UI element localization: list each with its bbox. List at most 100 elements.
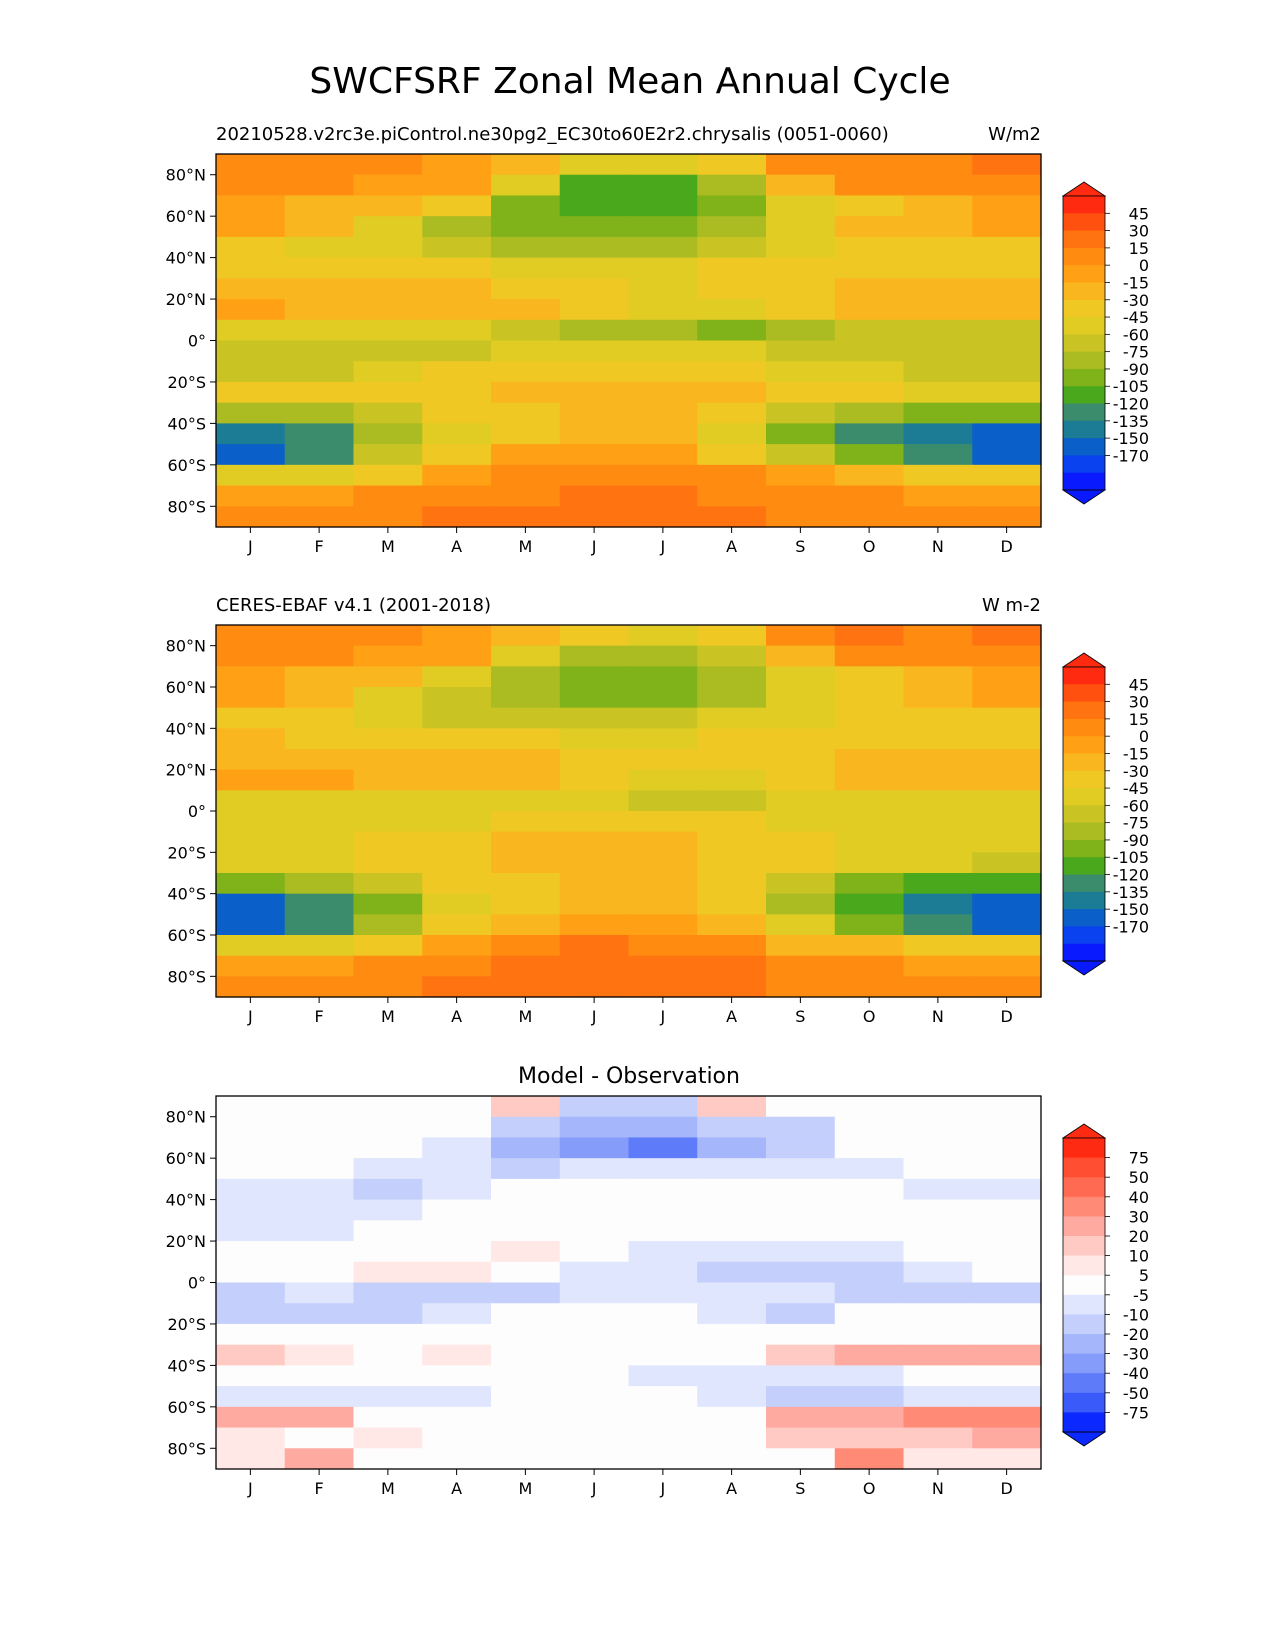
model-heatmap-cell [216, 485, 286, 507]
obs-y-tick-label: 40°S [167, 885, 206, 904]
obs-heatmap-cell [903, 976, 973, 998]
model-heatmap-cell [628, 340, 698, 362]
model-heatmap-cell [353, 402, 423, 424]
model-heatmap-cell [559, 340, 630, 362]
diff-heatmap-cell [559, 1220, 630, 1242]
model-heatmap-cell [697, 361, 767, 383]
model-heatmap-cell [353, 361, 423, 383]
diff-heatmap-cell [697, 1178, 767, 1201]
diff-x-tick-label: N [932, 1479, 944, 1498]
model-heatmap-cell [834, 423, 905, 445]
diff-colorbar-label: 10 [1129, 1247, 1149, 1266]
diff-heatmap-cell [491, 1116, 561, 1139]
model-heatmap-cell [422, 402, 492, 424]
model-heatmap-cell [559, 174, 630, 197]
diff-heatmap-cell [834, 1323, 905, 1346]
diff-colorbar-swatch [1063, 1314, 1105, 1335]
diff-heatmap-cell [559, 1406, 630, 1429]
model-x-tick-label: J [660, 537, 666, 556]
diff-y-tick-label: 20°N [166, 1232, 206, 1251]
model-heatmap-cell [284, 174, 355, 197]
obs-y-tick-label: 80°S [167, 967, 206, 986]
diff-heatmap-cell [284, 1199, 355, 1221]
diff-heatmap-cell [697, 1386, 767, 1408]
model-heatmap-cell [697, 340, 767, 362]
obs-heatmap-cell [972, 687, 1042, 709]
obs-heatmap-cell [834, 707, 905, 729]
obs-colorbar-label: -15 [1123, 744, 1149, 763]
obs-heatmap-cell [422, 955, 492, 977]
model-heatmap-cell [766, 174, 836, 197]
diff-heatmap-cell [216, 1116, 286, 1139]
obs-heatmap-cell [559, 749, 630, 771]
model-heatmap-cell [216, 154, 286, 176]
diff-heatmap-cell [559, 1241, 630, 1263]
obs-heatmap-cell [284, 914, 355, 936]
model-heatmap-cell [697, 195, 767, 217]
diff-heatmap-cell [903, 1303, 973, 1325]
model-heatmap-cell [834, 464, 905, 487]
obs-heatmap-cell [834, 769, 905, 791]
diff-heatmap-cell [697, 1323, 767, 1346]
obs-colorbar-label: -90 [1123, 831, 1149, 850]
diff-heatmap-cell [697, 1406, 767, 1429]
model-heatmap-cell [284, 506, 355, 528]
obs-heatmap-cell [216, 893, 286, 915]
obs-heatmap-cell [972, 935, 1042, 957]
model-heatmap-cell [353, 506, 423, 528]
diff-heatmap-cell [766, 1448, 836, 1470]
diff-colorbar-swatch [1063, 1392, 1105, 1413]
model-heatmap-cell [284, 216, 355, 238]
diff-heatmap-cell [834, 1282, 905, 1304]
model-heatmap-cell [628, 423, 698, 445]
obs-heatmap-cell [422, 976, 492, 998]
model-heatmap-cell [903, 402, 973, 424]
model-heatmap-cell [766, 278, 836, 300]
obs-heatmap-cell [697, 935, 767, 957]
model-heatmap-cell [284, 464, 355, 487]
diff-heatmap-cell [628, 1386, 698, 1408]
panel-obs-y-axis: 80°N 60°N 40°N 20°N 0° 20°S 40°S 60°S 80°S [166, 637, 216, 986]
diff-heatmap-cell [353, 1323, 423, 1346]
obs-colorbar-label: 15 [1129, 710, 1149, 729]
diff-heatmap-cell [216, 1096, 286, 1118]
diff-heatmap-cell [903, 1158, 973, 1180]
diff-heatmap-cell [628, 1365, 698, 1387]
diff-colorbar-frame [1062, 1137, 1106, 1433]
model-heatmap-cell [216, 423, 286, 445]
diff-heatmap-cell [559, 1303, 630, 1325]
diff-heatmap-cell [422, 1096, 492, 1118]
model-heatmap-cell [834, 402, 905, 424]
diff-heatmap-cell [559, 1282, 630, 1304]
model-heatmap-cell [422, 361, 492, 383]
obs-heatmap-cell [559, 873, 630, 895]
model-heatmap-cell [559, 236, 630, 259]
model-heatmap-cell [628, 506, 698, 528]
obs-heatmap-cell [353, 749, 423, 771]
diff-heatmap-cell [903, 1427, 973, 1449]
model-heatmap-cell [972, 195, 1042, 217]
obs-heatmap-cell [491, 914, 561, 936]
obs-heatmap-cell [834, 749, 905, 771]
model-heatmap-cell [972, 444, 1042, 466]
obs-heatmap-cell [216, 749, 286, 771]
diff-heatmap-cell [834, 1448, 905, 1470]
obs-x-tick-label: F [315, 1007, 324, 1026]
diff-heatmap-cell [903, 1199, 973, 1221]
obs-y-tick-label: 80°N [166, 637, 206, 656]
obs-colorbar-label: -150 [1113, 900, 1149, 919]
diff-heatmap-cell [972, 1323, 1042, 1346]
obs-heatmap-cell [697, 707, 767, 729]
obs-heatmap-cell [422, 873, 492, 895]
diff-heatmap-cell [972, 1241, 1042, 1263]
diff-colorbar-label: -20 [1123, 1325, 1149, 1344]
diff-heatmap-cell [697, 1220, 767, 1242]
diff-colorbar-swatch [1063, 1216, 1105, 1237]
model-heatmap-cell [422, 236, 492, 259]
model-heatmap-cell [834, 319, 905, 342]
obs-colorbar-label: -60 [1123, 796, 1149, 815]
model-heatmap-cell [491, 257, 561, 279]
diff-heatmap-cell [216, 1303, 286, 1325]
obs-heatmap-cell [834, 645, 905, 667]
obs-heatmap-cell [284, 873, 355, 895]
